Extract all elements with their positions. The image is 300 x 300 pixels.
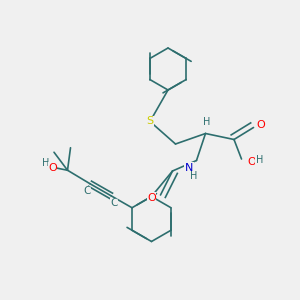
Text: H: H [203,117,211,127]
Text: H: H [190,171,198,181]
Text: C: C [83,186,91,196]
Text: H: H [42,158,49,168]
Text: O: O [256,120,266,130]
Text: O: O [247,157,256,167]
Text: H: H [256,154,263,165]
Text: S: S [146,116,154,127]
Text: C: C [110,198,118,208]
Text: O: O [48,163,57,173]
Text: O: O [147,193,156,203]
Text: N: N [185,163,193,173]
